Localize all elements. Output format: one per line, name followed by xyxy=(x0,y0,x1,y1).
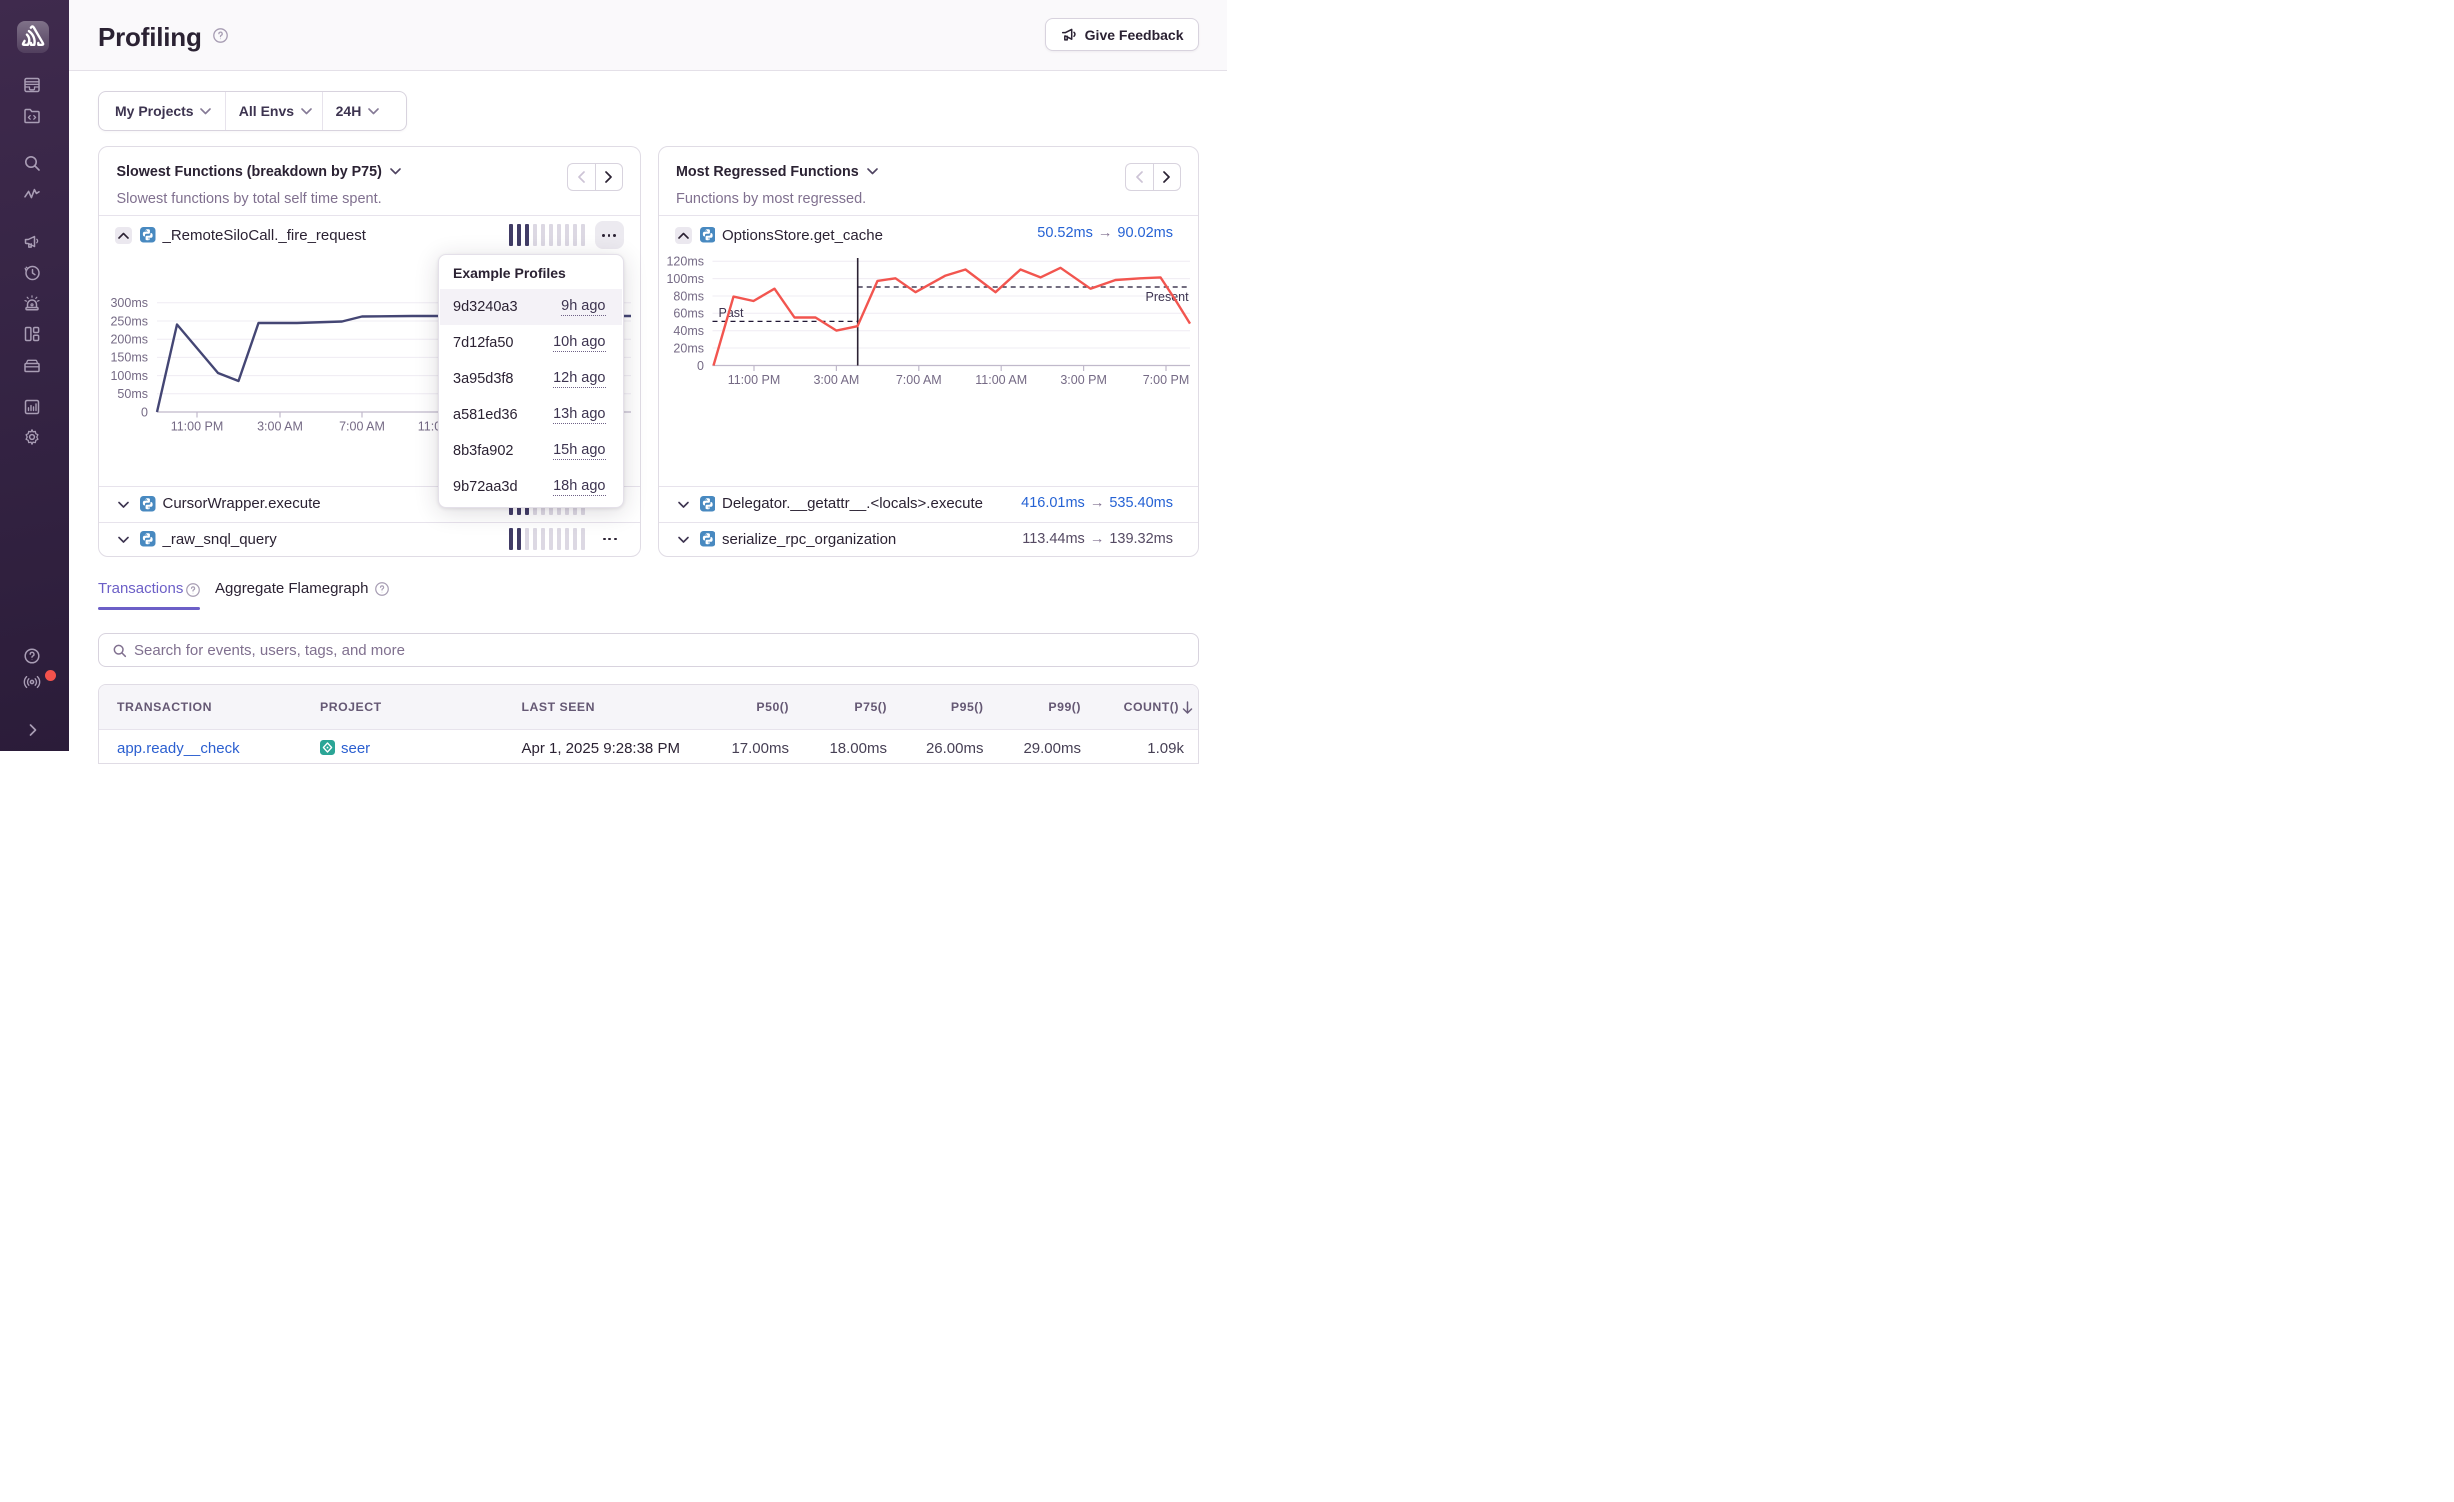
svg-text:80ms: 80ms xyxy=(673,289,704,303)
svg-text:0: 0 xyxy=(141,405,148,419)
svg-text:100ms: 100ms xyxy=(110,369,148,383)
svg-text:7:00 AM: 7:00 AM xyxy=(895,373,941,387)
svg-text:11:00 PM: 11:00 PM xyxy=(171,420,224,434)
svg-text:250ms: 250ms xyxy=(110,314,148,328)
svg-text:60ms: 60ms xyxy=(673,307,704,321)
svg-text:40ms: 40ms xyxy=(673,324,704,338)
svg-text:120ms: 120ms xyxy=(666,255,704,269)
svg-text:7:00 AM: 7:00 AM xyxy=(339,420,385,434)
svg-text:300ms: 300ms xyxy=(110,296,148,310)
svg-text:7:00 PM: 7:00 PM xyxy=(1142,373,1189,387)
svg-text:11:00 AM: 11:00 AM xyxy=(975,373,1027,387)
svg-text:11:00 PM: 11:00 PM xyxy=(727,373,780,387)
svg-text:200ms: 200ms xyxy=(110,333,148,347)
svg-text:20ms: 20ms xyxy=(673,341,704,355)
svg-text:Present: Present xyxy=(1145,290,1189,304)
svg-text:Past: Past xyxy=(718,306,744,320)
svg-text:0: 0 xyxy=(697,359,704,373)
svg-text:50ms: 50ms xyxy=(117,387,148,401)
svg-text:150ms: 150ms xyxy=(110,351,148,365)
svg-text:100ms: 100ms xyxy=(666,272,704,286)
svg-text:3:00 AM: 3:00 AM xyxy=(813,373,859,387)
svg-text:3:00 AM: 3:00 AM xyxy=(257,420,303,434)
svg-text:3:00 PM: 3:00 PM xyxy=(1060,373,1107,387)
